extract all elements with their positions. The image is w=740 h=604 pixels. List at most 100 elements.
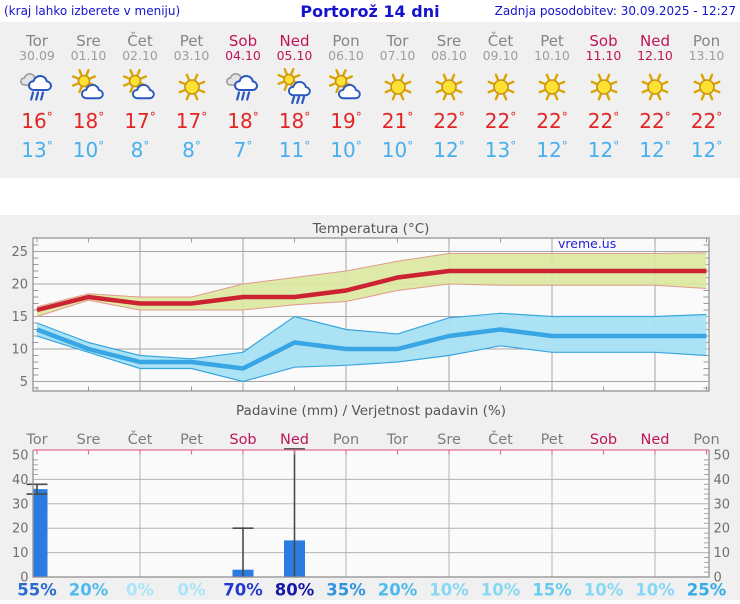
temp-y-tick-label: 20	[11, 278, 28, 293]
last-update-timestamp: Zadnja posodobitev: 30.09.2025 - 12:27	[494, 4, 736, 18]
day-column: Pon 06.10 19° 10°	[320, 22, 373, 166]
precip-probability-label: 20%	[378, 581, 418, 600]
day-name: Pon	[692, 32, 721, 50]
day-date: 11.10	[585, 48, 622, 63]
day-date: 07.10	[379, 48, 416, 63]
precip-probability-label: 35%	[326, 581, 366, 600]
page-header: (kraj lahko izberete v meniju) Portorož …	[0, 0, 740, 22]
min-temp-line	[36, 327, 707, 371]
weather-icon-sun	[435, 73, 463, 101]
precip-day-label: Pon	[333, 432, 359, 448]
weather-icon-sun-cloud-rain	[277, 68, 311, 105]
day-date: 02.10	[122, 48, 158, 63]
day-name: Čet	[487, 32, 514, 50]
weather-icon-sun	[590, 73, 617, 101]
weather-icon-sun	[641, 73, 669, 101]
day-date: 05.10	[276, 48, 313, 63]
low-temp: 8°	[130, 138, 150, 162]
precip-chart-title: Padavine (mm) / Verjetnost padavin (%)	[236, 403, 506, 419]
precip-probability-label: 70%	[223, 581, 263, 600]
day-column: Čet 09.10 22° 13°	[474, 22, 527, 166]
precip-y-tick-label: 10	[12, 546, 29, 561]
high-temp: 17°	[124, 109, 156, 133]
low-temp: 13°	[484, 138, 517, 162]
low-temp: 13°	[21, 138, 53, 162]
precip-bar	[33, 489, 48, 577]
low-temp: 12°	[536, 138, 568, 162]
precip-day-label: Sob	[229, 432, 256, 448]
day-date: 09.10	[482, 48, 519, 63]
high-temp: 22°	[690, 109, 723, 133]
day-date: 30.09	[19, 48, 55, 63]
high-temp: 22°	[536, 109, 568, 133]
low-temp: 12°	[587, 138, 620, 162]
page-title: Portorož 14 dni	[300, 2, 440, 21]
day-date: 10.10	[534, 48, 570, 63]
max-temp-line	[36, 268, 707, 313]
day-date: 03.10	[173, 48, 210, 63]
high-temp: 19°	[330, 109, 362, 133]
weather-icon-sun	[693, 73, 720, 101]
weather-icon-sun	[538, 73, 566, 101]
charts-panel: 5 10 15 20 25 0 0 10 10 20 20 30 30 40 40 50 50 Tor Sre Če…	[0, 215, 740, 600]
day-column: Sob 11.10 22° 12°	[577, 22, 630, 166]
temperature-chart: 5 10 15 20 25	[11, 237, 710, 392]
precip-day-label: Čet	[488, 430, 513, 448]
day-name: Ned	[640, 32, 670, 50]
low-temp: 10°	[330, 138, 362, 162]
temp-y-tick-label: 5	[20, 375, 28, 390]
precip-probability-label: 10%	[481, 581, 521, 600]
low-temp: 12°	[433, 138, 465, 162]
high-temp: 18°	[72, 109, 105, 133]
precip-day-label: Ned	[641, 432, 670, 448]
weather-icon-sun	[178, 73, 205, 101]
day-name: Sob	[228, 32, 258, 50]
day-name: Sre	[76, 32, 101, 50]
day-column: Pet 10.10 22° 12°	[526, 22, 579, 166]
day-date: 06.10	[328, 48, 364, 63]
precip-probability-label: 80%	[275, 581, 315, 600]
precip-y-tick-label: 50	[714, 449, 731, 464]
weather-icon-sun-cloud	[71, 69, 104, 100]
precip-y-tick-label: 20	[12, 522, 29, 537]
precip-day-label: Pet	[541, 432, 564, 448]
day-name: Pet	[179, 32, 204, 50]
weather-icon-sun	[487, 73, 514, 101]
day-column: Tor 30.09 16° 13°	[11, 22, 64, 166]
precip-day-label: Čet	[128, 430, 153, 448]
high-temp: 18°	[227, 109, 259, 133]
precip-probability-label: 0%	[177, 581, 205, 600]
precip-day-label: Pon	[693, 432, 719, 448]
precip-probability-label: 10%	[635, 581, 675, 600]
precip-probability-label: 25%	[687, 581, 727, 600]
high-temp: 22°	[484, 109, 517, 133]
precip-y-tick-label: 10	[714, 546, 731, 561]
weather-icon-sun-cloud	[329, 69, 361, 100]
precip-y-tick-label: 40	[12, 473, 29, 488]
high-temp: 22°	[587, 109, 620, 133]
weather-icon-rain	[226, 73, 258, 101]
precip-day-label: Pet	[180, 432, 203, 448]
forecast-strip: Tor 30.09 16° 13° Sre 01.10 18° 10° Čet 02.10 17° 8…	[0, 22, 740, 178]
day-column: Čet 02.10 17° 8°	[114, 22, 167, 166]
day-date: 08.10	[431, 48, 467, 63]
precip-day-label: Sre	[437, 432, 461, 448]
temp-y-tick-label: 25	[11, 245, 28, 260]
low-temp: 7°	[233, 138, 253, 162]
precip-probability-label: 0%	[126, 581, 154, 600]
precip-day-label: Sob	[590, 432, 617, 448]
day-name: Sre	[436, 32, 462, 50]
temp-y-tick-label: 15	[11, 310, 28, 325]
precip-y-tick-label: 30	[714, 497, 731, 512]
day-column: Sob 04.10 18° 7°	[217, 22, 270, 166]
day-date: 04.10	[225, 48, 261, 63]
watermark-link[interactable]: vreme.us	[558, 236, 616, 251]
low-temp: 12°	[690, 138, 723, 162]
precip-y-tick-label: 50	[12, 449, 29, 464]
location-menu-hint: (kraj lahko izberete v meniju)	[4, 4, 181, 18]
low-temp: 10°	[381, 138, 414, 162]
high-temp: 17°	[175, 109, 208, 133]
day-column: Sre 01.10 18° 10°	[62, 22, 115, 166]
temp-y-tick-label: 10	[11, 343, 28, 358]
low-temp: 8°	[182, 138, 201, 162]
